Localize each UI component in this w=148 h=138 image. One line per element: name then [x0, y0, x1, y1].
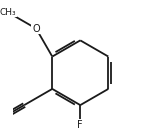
Text: F: F [78, 120, 83, 130]
Text: O: O [32, 23, 40, 34]
Text: CH₃: CH₃ [0, 8, 16, 17]
